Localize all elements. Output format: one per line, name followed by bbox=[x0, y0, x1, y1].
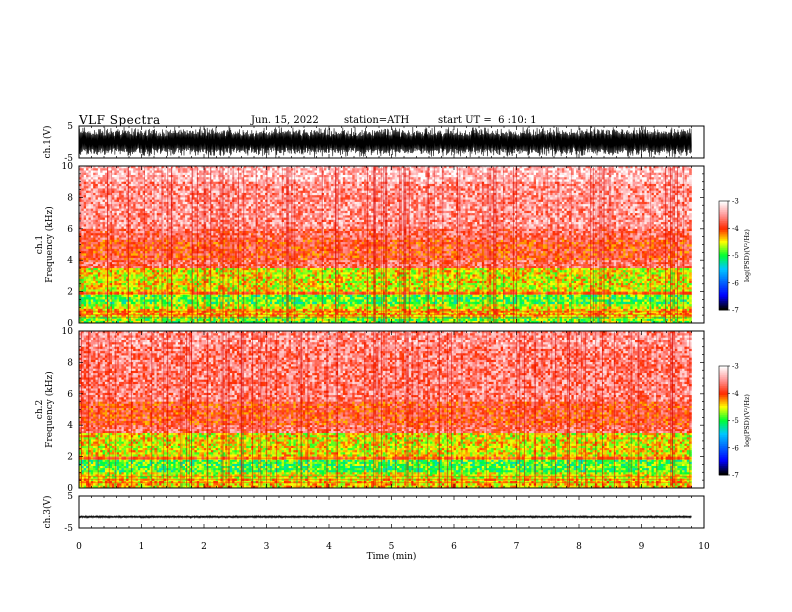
colorbar-tick-label: -7 bbox=[732, 472, 739, 480]
colorbar-tick-label: -5 bbox=[732, 252, 739, 260]
x-tick-label: 7 bbox=[514, 542, 520, 552]
colorbar-tick-label: -5 bbox=[732, 417, 739, 425]
y-tick-label: -5 bbox=[64, 524, 73, 534]
x-axis-label: Time (min) bbox=[367, 551, 417, 562]
y-tick-label: 10 bbox=[62, 162, 74, 172]
x-tick-label: 3 bbox=[264, 542, 270, 552]
x-tick-label: 10 bbox=[698, 542, 710, 552]
x-tick-label: 9 bbox=[639, 542, 645, 552]
ch1-waveform-trace bbox=[79, 126, 692, 157]
y-tick-label: 8 bbox=[67, 358, 73, 368]
y-tick-label: 6 bbox=[67, 390, 73, 400]
ch2-spectrogram-ylabel: ch.2 bbox=[35, 400, 45, 419]
y-tick-label: 4 bbox=[67, 421, 73, 431]
y-tick-label: 4 bbox=[67, 256, 73, 266]
x-tick-label: 0 bbox=[76, 542, 82, 552]
ch3-waveform-ylabel: ch.3(V) bbox=[42, 496, 53, 529]
ch1-waveform-ylabel: ch.1(V) bbox=[42, 126, 53, 159]
y-tick-label: 6 bbox=[67, 225, 73, 235]
ch1-spectrogram-ylabel: Frequency (kHz) bbox=[44, 206, 55, 283]
colorbar-tick-label: -4 bbox=[732, 390, 739, 398]
colorbar-tick-label: -7 bbox=[732, 307, 739, 315]
colorbar-tick-label: -6 bbox=[732, 279, 739, 287]
colorbar-tick-label: -6 bbox=[732, 444, 739, 452]
ch1-spectrogram-ylabel: ch.1 bbox=[35, 235, 45, 254]
ch3-waveform-frame bbox=[79, 496, 704, 528]
x-tick-label: 4 bbox=[326, 542, 332, 552]
ch2-spectrogram-cells bbox=[79, 331, 692, 488]
ch2-spectrogram-ylabel: Frequency (kHz) bbox=[44, 371, 55, 448]
y-tick-label: 5 bbox=[67, 492, 73, 502]
y-tick-label: 10 bbox=[62, 327, 74, 337]
ch1-spectrogram-colorbar-label: log(PSD)(V²/Hz) bbox=[743, 229, 751, 282]
x-tick-label: 5 bbox=[389, 542, 395, 552]
colorbar-tick-label: -3 bbox=[732, 198, 739, 206]
x-tick-label: 1 bbox=[139, 542, 145, 552]
ch3-waveform-trace bbox=[79, 516, 692, 518]
y-tick-label: 8 bbox=[67, 193, 73, 203]
x-tick-label: 6 bbox=[451, 542, 457, 552]
ch2-spectrogram-colorbar-label: log(PSD)(V²/Hz) bbox=[743, 394, 751, 447]
y-tick-label: 2 bbox=[67, 288, 73, 298]
colorbar-tick-label: -3 bbox=[732, 363, 739, 371]
x-tick-label: 8 bbox=[576, 542, 582, 552]
y-tick-label: 2 bbox=[67, 453, 73, 463]
colorbar-tick-label: -4 bbox=[732, 225, 739, 233]
y-tick-label: 5 bbox=[67, 122, 73, 132]
x-tick-label: 2 bbox=[201, 542, 207, 552]
